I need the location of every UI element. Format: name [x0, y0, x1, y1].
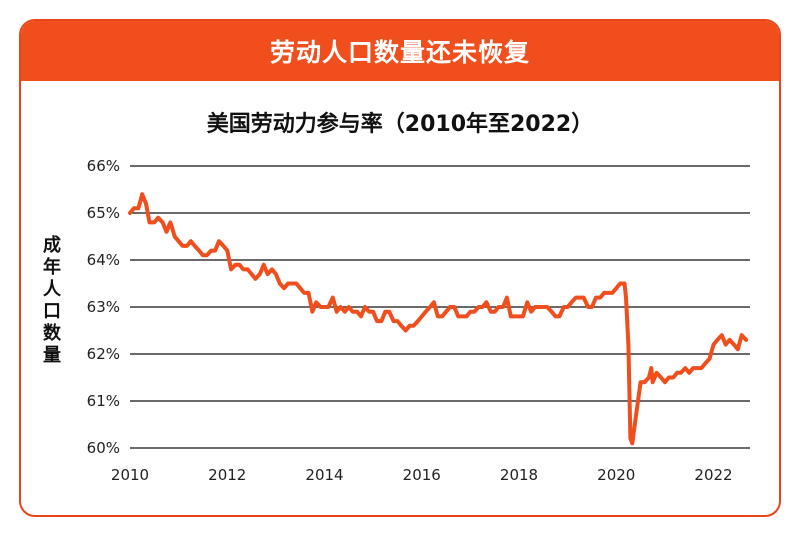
y-tick-label: 65% [87, 204, 120, 222]
y-axis-label: 成年人口数量 [43, 235, 61, 366]
y-tick-label: 66% [87, 157, 120, 175]
y-tick-label: 62% [87, 345, 120, 363]
x-tick-labels: 2010 2012 2014 2016 2018 2020 2022 [111, 466, 733, 484]
series-line [128, 192, 749, 446]
banner-title: 劳动人口数量还未恢复 [21, 21, 779, 81]
y-tick-label: 63% [87, 298, 120, 316]
chart-card: 劳动人口数量还未恢复 美国劳动力参与率（2010年至2022） [19, 19, 781, 517]
x-tick-label: 2018 [500, 466, 538, 484]
grid-lines [130, 165, 750, 449]
y-tick-labels: 60% 61% 62% 63% 64% 65% 66% [87, 157, 120, 457]
x-tick-label: 2014 [305, 466, 343, 484]
x-tick-label: 2022 [694, 466, 732, 484]
y-tick-label: 64% [87, 251, 120, 269]
y-tick-label: 60% [87, 439, 120, 457]
x-tick-label: 2010 [111, 466, 149, 484]
x-tick-label: 2016 [403, 466, 441, 484]
x-tick-label: 2020 [597, 466, 635, 484]
chart-title: 美国劳动力参与率（2010年至2022） [206, 112, 594, 137]
y-tick-label: 61% [87, 392, 120, 410]
x-tick-label: 2012 [208, 466, 246, 484]
